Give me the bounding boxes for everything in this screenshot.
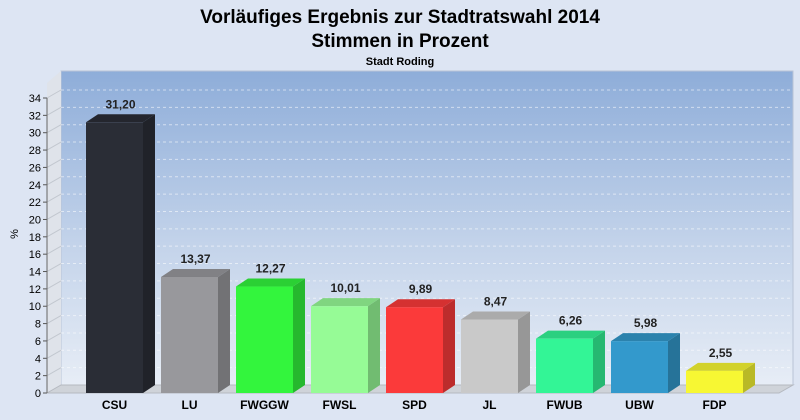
x-tick-label: LU bbox=[182, 398, 198, 412]
grid-line-side bbox=[46, 280, 62, 290]
grid-line-side bbox=[46, 228, 62, 238]
bar-spd bbox=[386, 299, 455, 393]
bar-top bbox=[161, 268, 230, 277]
bar-side bbox=[593, 330, 605, 393]
data-label: 13,37 bbox=[180, 252, 210, 266]
x-tick-label: UBW bbox=[625, 398, 654, 412]
bars-group: 31,20 13,37 12,27 10,01 9,89 8,47 6,26 5,98 2,55 bbox=[86, 97, 755, 393]
bar-top bbox=[461, 311, 530, 320]
y-tick-label: 4 bbox=[35, 353, 41, 365]
bar-top bbox=[536, 330, 605, 339]
data-label: 8,47 bbox=[484, 295, 508, 309]
y-tick-label: 30 bbox=[29, 128, 41, 140]
y-tick-label: 8 bbox=[35, 319, 41, 331]
bar-top bbox=[236, 278, 305, 287]
data-label: 10,01 bbox=[330, 281, 360, 295]
y-tick-label: 12 bbox=[29, 284, 41, 296]
bar-front bbox=[686, 370, 743, 393]
bar-front bbox=[311, 306, 368, 393]
x-tick-label: FWGGW bbox=[240, 398, 289, 412]
y-tick-label: 6 bbox=[35, 336, 41, 348]
bar-fwggw bbox=[236, 278, 305, 393]
bar-fwsl bbox=[311, 298, 380, 393]
bar-top bbox=[86, 114, 155, 123]
y-axis-label: % bbox=[9, 229, 21, 239]
y-tick-label: 34 bbox=[29, 93, 41, 105]
grid-line-side bbox=[46, 176, 62, 186]
bar-front bbox=[611, 341, 668, 393]
bar-ubw bbox=[611, 333, 680, 393]
data-label: 12,27 bbox=[255, 262, 285, 276]
y-tick-label: 20 bbox=[29, 214, 41, 226]
bar-fwub bbox=[536, 330, 605, 393]
x-tick-label: CSU bbox=[102, 398, 127, 412]
plot-side-wall bbox=[47, 71, 61, 393]
bar-top bbox=[611, 333, 680, 342]
bar-side bbox=[443, 299, 455, 393]
x-axis-labels: CSU LU FWGGW FWSL SPD JL FWUB UBW FDP bbox=[102, 398, 727, 412]
bar-lu bbox=[161, 268, 230, 393]
bar-fdp bbox=[686, 362, 755, 393]
y-tick-label: 0 bbox=[35, 388, 41, 400]
bar-side bbox=[218, 268, 230, 393]
data-label: 5,98 bbox=[634, 316, 658, 330]
bar-side bbox=[668, 333, 680, 393]
bar-top bbox=[311, 298, 380, 307]
bar-front bbox=[536, 338, 593, 393]
grid-line-side bbox=[46, 315, 62, 325]
grid-line-side bbox=[46, 245, 62, 255]
data-label: 31,20 bbox=[105, 97, 135, 111]
grid-line-side bbox=[46, 158, 62, 168]
grid-line-side bbox=[46, 124, 62, 134]
bar-side bbox=[368, 298, 380, 393]
x-tick-label: JL bbox=[482, 398, 496, 412]
grid-line-side bbox=[46, 349, 62, 359]
grid-line-side bbox=[46, 211, 62, 220]
y-tick-label: 22 bbox=[29, 197, 41, 209]
chart-subtitle: Stimmen in Prozent bbox=[311, 31, 489, 52]
y-tick-label: 24 bbox=[29, 180, 41, 192]
grid-line-side bbox=[46, 332, 62, 342]
grid-line-side bbox=[46, 263, 62, 272]
bar-jl bbox=[461, 311, 530, 393]
bar-side bbox=[743, 362, 755, 393]
bar-front bbox=[236, 286, 293, 393]
y-tick-label: 10 bbox=[29, 301, 41, 313]
bar-front bbox=[86, 122, 143, 393]
y-tick-label: 26 bbox=[29, 162, 41, 174]
grid-line-side bbox=[46, 297, 62, 307]
y-tick-label: 18 bbox=[29, 232, 41, 244]
grid-line-side bbox=[46, 193, 62, 203]
bar-side bbox=[293, 278, 305, 393]
grid-line-side bbox=[46, 141, 62, 151]
bar-front bbox=[161, 276, 218, 393]
bar-side bbox=[143, 114, 155, 393]
grid-line-side bbox=[46, 89, 62, 99]
bar-front bbox=[461, 319, 518, 393]
y-tick-label: 16 bbox=[29, 249, 41, 261]
y-tick-label: 32 bbox=[29, 110, 41, 122]
chart-title: Vorläufiges Ergebnis zur Stadtratswahl 2… bbox=[200, 7, 600, 28]
data-label: 9,89 bbox=[409, 282, 433, 296]
y-tick-label: 14 bbox=[29, 267, 41, 279]
bar-front bbox=[386, 307, 443, 393]
bar-top bbox=[686, 362, 755, 371]
y-tick-label: 2 bbox=[35, 371, 41, 383]
grid-line-side bbox=[46, 367, 62, 377]
x-tick-label: FWUB bbox=[547, 398, 583, 412]
y-tick-label: 28 bbox=[29, 145, 41, 157]
bar-side bbox=[518, 311, 530, 393]
bar-top bbox=[386, 299, 455, 308]
x-tick-label: FWSL bbox=[323, 398, 357, 412]
data-label: 6,26 bbox=[559, 314, 583, 328]
data-label: 2,55 bbox=[709, 346, 733, 360]
bar-csu bbox=[86, 114, 155, 393]
x-tick-label: FDP bbox=[703, 398, 727, 412]
chart-location: Stadt Roding bbox=[366, 56, 434, 68]
grid-line-side bbox=[46, 106, 62, 116]
x-tick-label: SPD bbox=[402, 398, 427, 412]
